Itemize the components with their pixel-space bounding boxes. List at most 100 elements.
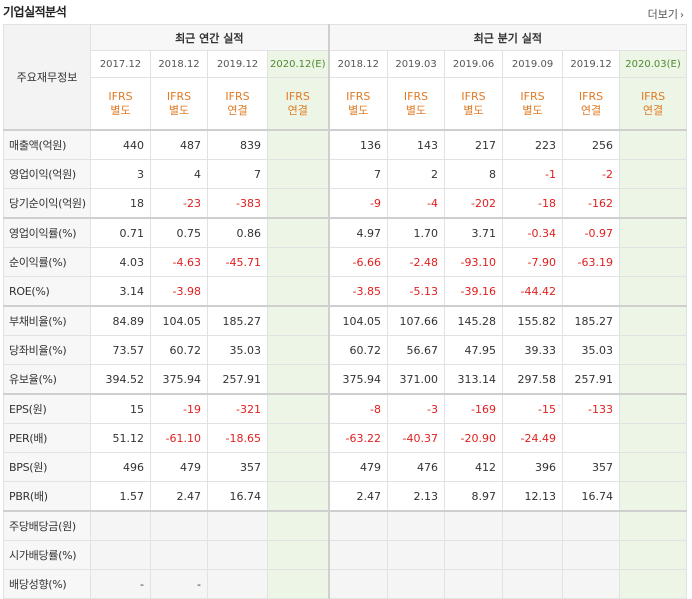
quarter-accounting-type: IFRS 별도	[327, 77, 389, 131]
quarter-value-cell	[444, 540, 504, 570]
consolidation-type: 별도	[168, 103, 190, 117]
quarter-value-cell	[619, 481, 688, 512]
consolidation-type: 별도	[348, 103, 369, 117]
consolidation-type: 별도	[110, 103, 131, 117]
quarter-value-cell	[327, 569, 389, 599]
annual-value-cell	[266, 569, 330, 599]
quarter-period-header: 2019.09	[502, 50, 564, 78]
table-row: 영업이익(억원) 3 4 7 7 2 8 -1 -2	[3, 159, 688, 189]
annual-value-cell: 1.57	[90, 481, 151, 512]
row-header-label: 주요재무정보	[3, 24, 91, 131]
quarter-value-cell: -44.42	[502, 276, 564, 307]
quarter-value-cell: 39.33	[502, 335, 564, 365]
annual-value-cell: -	[150, 569, 208, 599]
quarter-accounting-type: IFRS 별도	[387, 77, 446, 131]
quarter-value-cell: 313.14	[444, 364, 504, 395]
quarter-value-cell: 223	[502, 129, 564, 160]
quarter-value-cell: -15	[502, 393, 564, 424]
quarter-value-cell	[387, 540, 446, 570]
quarter-value-cell: 217	[444, 129, 504, 160]
section-title: 기업실적분석	[3, 5, 67, 19]
quarter-accounting-type: IFRS 별도	[502, 77, 564, 131]
quarter-period-header: 2019.06	[444, 50, 504, 78]
row-label: ROE(%)	[3, 276, 91, 307]
row-label: BPS(원)	[3, 452, 91, 482]
quarter-value-cell: 2	[387, 159, 446, 189]
table-row: 부채비율(%) 84.89 104.05 185.27 104.05 107.66 145.…	[3, 305, 688, 336]
annual-value-cell: 375.94	[150, 364, 208, 395]
quarter-value-cell: -20.90	[444, 423, 504, 453]
quarter-value-cell: -2	[562, 159, 621, 189]
quarter-value-cell: -0.97	[562, 217, 621, 248]
quarter-value-cell: -169	[444, 393, 504, 424]
row-label: 주당배당금(원)	[3, 510, 91, 541]
quarter-value-cell: -3.85	[327, 276, 389, 307]
quarter-value-cell: 396	[502, 452, 564, 482]
quarter-value-cell	[327, 510, 389, 541]
quarter-value-cell: 412	[444, 452, 504, 482]
quarter-value-cell: 297.58	[502, 364, 564, 395]
table-row: ROE(%) 3.14 -3.98 -3.85 -5.13 -39.16 -44.42	[3, 276, 688, 307]
annual-value-cell	[207, 510, 268, 541]
quarter-accounting-type: IFRS 연결	[619, 77, 688, 131]
annual-value-cell	[266, 510, 330, 541]
quarter-value-cell	[619, 335, 688, 365]
quarter-value-cell	[619, 188, 688, 219]
annual-value-cell: 839	[207, 129, 268, 160]
more-link-label: 더보기	[647, 8, 678, 21]
quarter-value-cell	[619, 247, 688, 277]
quarter-value-cell	[619, 364, 688, 395]
quarter-value-cell: -93.10	[444, 247, 504, 277]
table-row: PBR(배) 1.57 2.47 16.74 2.47 2.13 8.97 12.13 16.7…	[3, 481, 688, 512]
annual-value-cell: 3	[90, 159, 151, 189]
quarter-value-cell	[619, 129, 688, 160]
quarter-value-cell: -133	[562, 393, 621, 424]
financial-analysis-panel: 기업실적분석 더보기 › 주요재무정보 최근 연간 실적 최근 분기 실적 201…	[3, 5, 688, 599]
annual-group-header: 최근 연간 실적	[89, 24, 330, 51]
annual-value-cell: 357	[207, 452, 268, 482]
accounting-standard: IFRS	[403, 89, 429, 103]
annual-value-cell: 440	[90, 129, 151, 160]
quarter-value-cell: 371.00	[387, 364, 446, 395]
quarter-value-cell	[619, 305, 688, 336]
quarter-value-cell: 185.27	[562, 305, 621, 336]
row-label: 배당성향(%)	[3, 569, 91, 599]
quarter-value-cell: 136	[327, 129, 389, 160]
row-label: 부채비율(%)	[3, 305, 91, 336]
annual-value-cell: 16.74	[207, 481, 268, 512]
annual-value-cell	[266, 276, 330, 307]
more-link[interactable]: 더보기 ›	[648, 6, 684, 22]
quarter-value-cell: -9	[327, 188, 389, 219]
quarter-value-cell	[444, 510, 504, 541]
table-row: 주당배당금(원)	[3, 510, 688, 541]
quarter-value-cell: 47.95	[444, 335, 504, 365]
table-row: 당기순이익(억원) 18 -23 -383 -9 -4 -202 -18 -162	[3, 188, 688, 219]
consolidation-type: 연결	[227, 103, 248, 117]
annual-value-cell	[150, 540, 208, 570]
table-row: 시가배당률(%)	[3, 540, 688, 570]
quarter-value-cell: -4	[387, 188, 446, 219]
annual-value-cell: 15	[90, 393, 151, 424]
annual-value-cell: 0.86	[207, 217, 268, 248]
annual-value-cell	[266, 364, 330, 395]
annual-accounting-type: IFRS 연결	[207, 77, 268, 131]
annual-value-cell: -18.65	[207, 423, 268, 453]
annual-value-cell: 35.03	[207, 335, 268, 365]
annual-period-header: 2018.12	[150, 50, 208, 78]
annual-value-cell: 394.52	[90, 364, 151, 395]
annual-value-cell: -4.63	[150, 247, 208, 277]
annual-value-cell	[90, 540, 151, 570]
annual-value-cell	[266, 129, 330, 160]
annual-value-cell: -321	[207, 393, 268, 424]
annual-value-cell	[207, 569, 268, 599]
annual-value-cell: -45.71	[207, 247, 268, 277]
chevron-right-icon: ›	[680, 10, 684, 21]
accounting-standard: IFRS	[108, 89, 133, 103]
table-row: 영업이익률(%) 0.71 0.75 0.86 4.97 1.70 3.71 -0.34 -0.…	[3, 217, 688, 248]
accounting-standard: IFRS	[285, 89, 310, 103]
accounting-standard: IFRS	[346, 89, 371, 103]
consolidation-type: 별도	[463, 103, 484, 117]
annual-value-cell: 60.72	[150, 335, 208, 365]
quarter-value-cell: -8	[327, 393, 389, 424]
quarter-value-cell: -2.48	[387, 247, 446, 277]
